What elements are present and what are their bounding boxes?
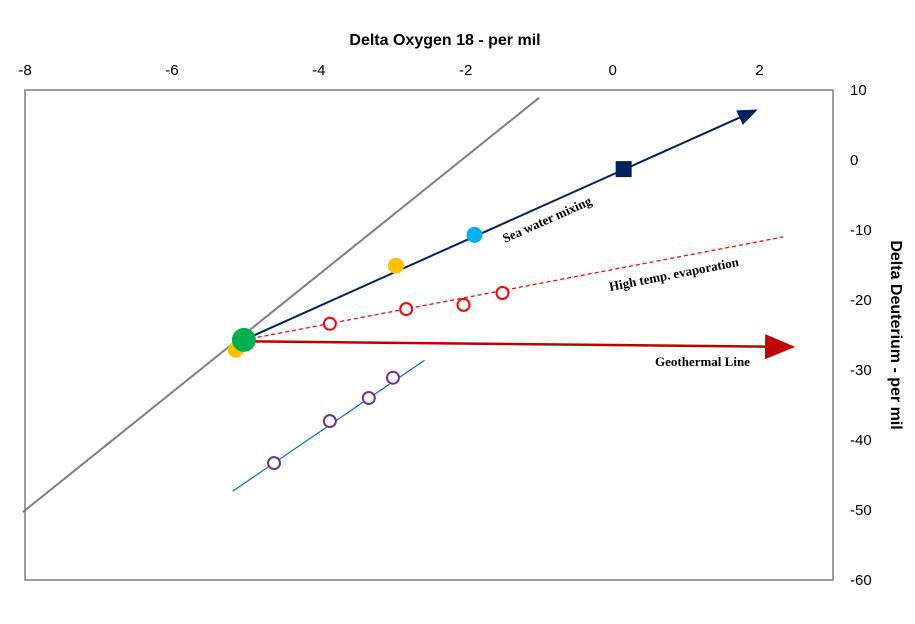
geothermal-line-label: Geothermal Line xyxy=(655,354,750,369)
evaporation-label: High temp. evaporation xyxy=(608,254,741,294)
orange-samples-point xyxy=(387,257,404,274)
sea-water-point xyxy=(615,161,632,178)
x-axis-title: Delta Oxygen 18 - per mil xyxy=(349,32,540,49)
plot-area xyxy=(24,89,834,581)
y-axis-title: Delta Deuterium - per mil xyxy=(887,240,904,429)
evaporated-samples-point xyxy=(456,297,471,312)
y-tick-label: -30 xyxy=(850,362,872,379)
y-tick-label: 0 xyxy=(850,152,858,169)
y-tick-label: -50 xyxy=(850,502,872,519)
x-tick-label: -2 xyxy=(459,62,472,79)
purple-samples-point xyxy=(322,414,337,429)
x-tick-label: -4 xyxy=(312,62,325,79)
evaporated-samples-point xyxy=(322,316,337,331)
purple-samples-point xyxy=(267,456,282,471)
x-tick-label: -8 xyxy=(18,62,31,79)
y-tick-label: 10 xyxy=(850,82,867,99)
y-tick-label: -60 xyxy=(850,572,872,589)
meteoric-water-line xyxy=(22,96,540,513)
y-tick-label: -40 xyxy=(850,432,872,449)
purple-samples-point xyxy=(361,391,376,405)
evaporated-samples-point xyxy=(495,286,510,300)
purple-samples-point xyxy=(386,370,401,385)
y-tick-label: -20 xyxy=(850,292,872,309)
y-tick-label: -10 xyxy=(850,222,872,239)
x-tick-label: -6 xyxy=(165,62,178,79)
blue-sample-point xyxy=(466,226,483,243)
evaporated-samples-point xyxy=(399,302,414,317)
source-point xyxy=(231,327,256,352)
x-tick-label: 0 xyxy=(608,62,616,79)
geothermal-line xyxy=(243,334,796,360)
sea-water-mixing-line xyxy=(243,109,758,341)
x-tick-label: 2 xyxy=(755,62,763,79)
